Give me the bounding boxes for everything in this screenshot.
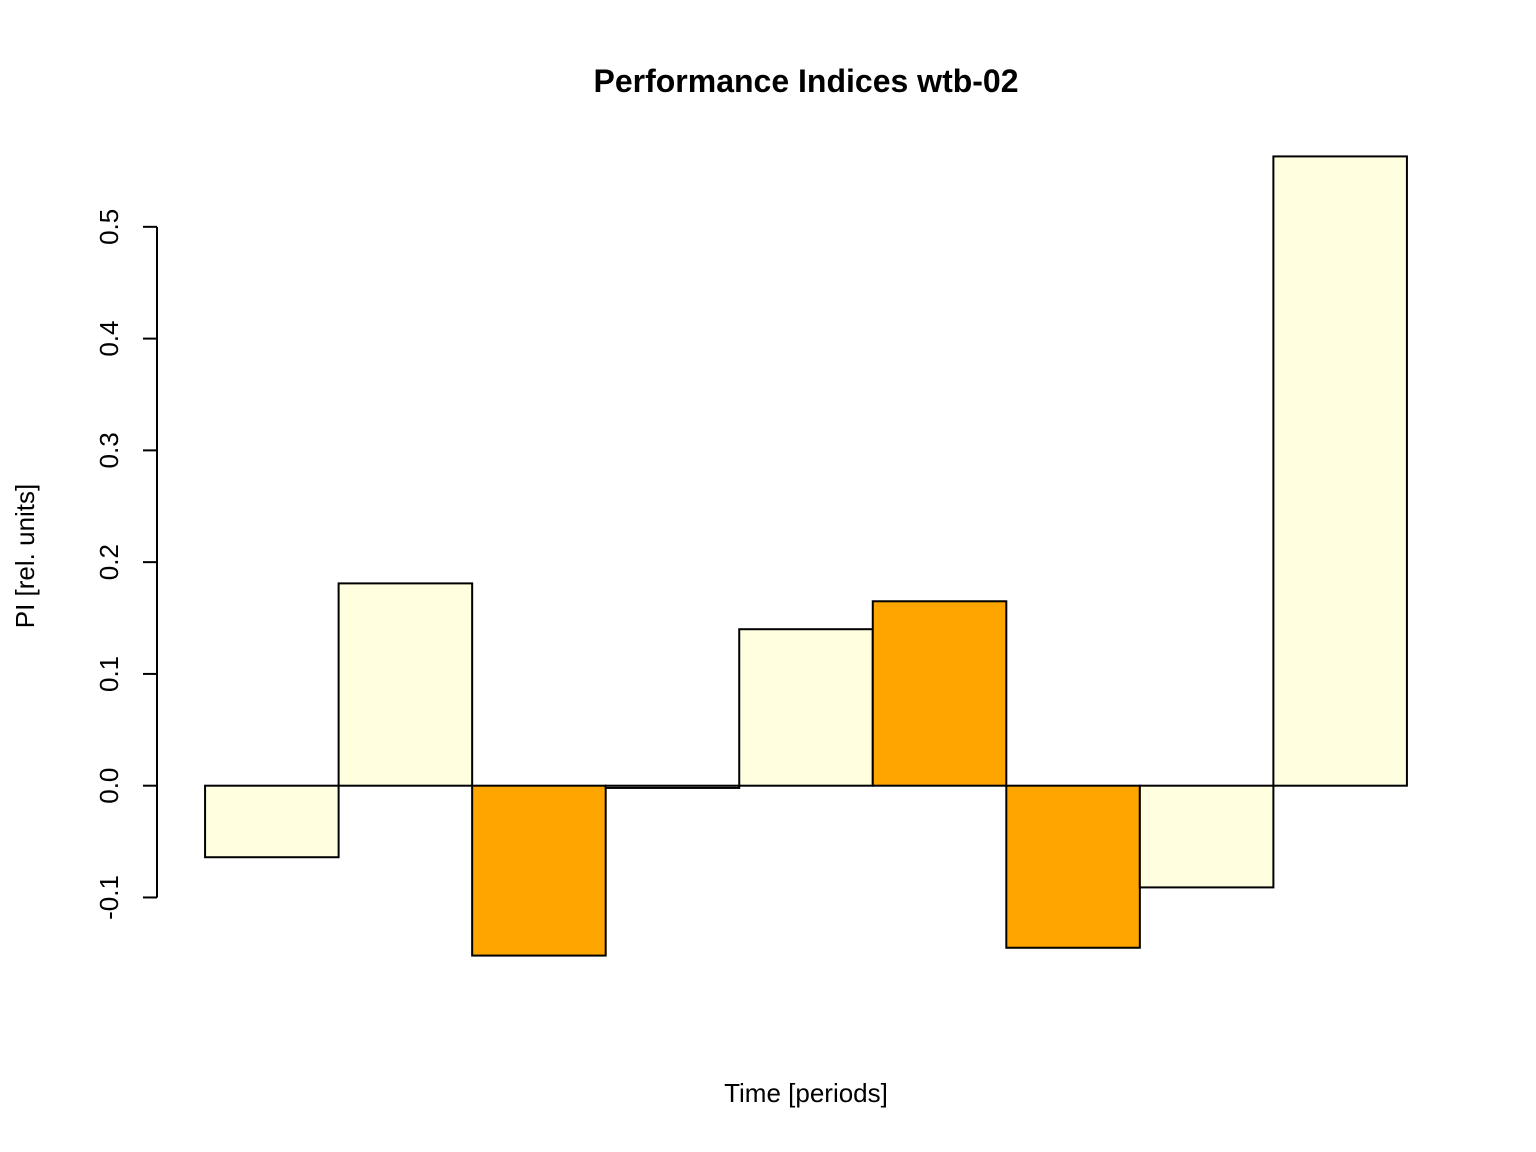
bar bbox=[871, 600, 1008, 787]
chart-title: Performance Indices wtb-02 bbox=[593, 63, 1018, 99]
bar bbox=[738, 628, 874, 787]
y-tick-label: 0.1 bbox=[94, 656, 124, 692]
y-tick-label: 0.2 bbox=[94, 544, 124, 580]
bar bbox=[204, 784, 340, 859]
y-tick-label: 0.5 bbox=[94, 209, 124, 245]
bar bbox=[1272, 155, 1408, 787]
bar bbox=[337, 582, 474, 787]
y-tick-label: 0.0 bbox=[94, 768, 124, 804]
y-tick-label: 0.4 bbox=[94, 321, 124, 357]
y-tick-label: 0.3 bbox=[94, 432, 124, 468]
x-axis-label: Time [periods] bbox=[724, 1078, 888, 1108]
bar bbox=[1005, 784, 1141, 949]
bar bbox=[604, 784, 741, 789]
y-axis-label: PI [rel. units] bbox=[10, 484, 40, 629]
bar bbox=[471, 784, 607, 957]
y-tick-label: -0.1 bbox=[94, 875, 124, 920]
bar bbox=[1138, 784, 1275, 889]
